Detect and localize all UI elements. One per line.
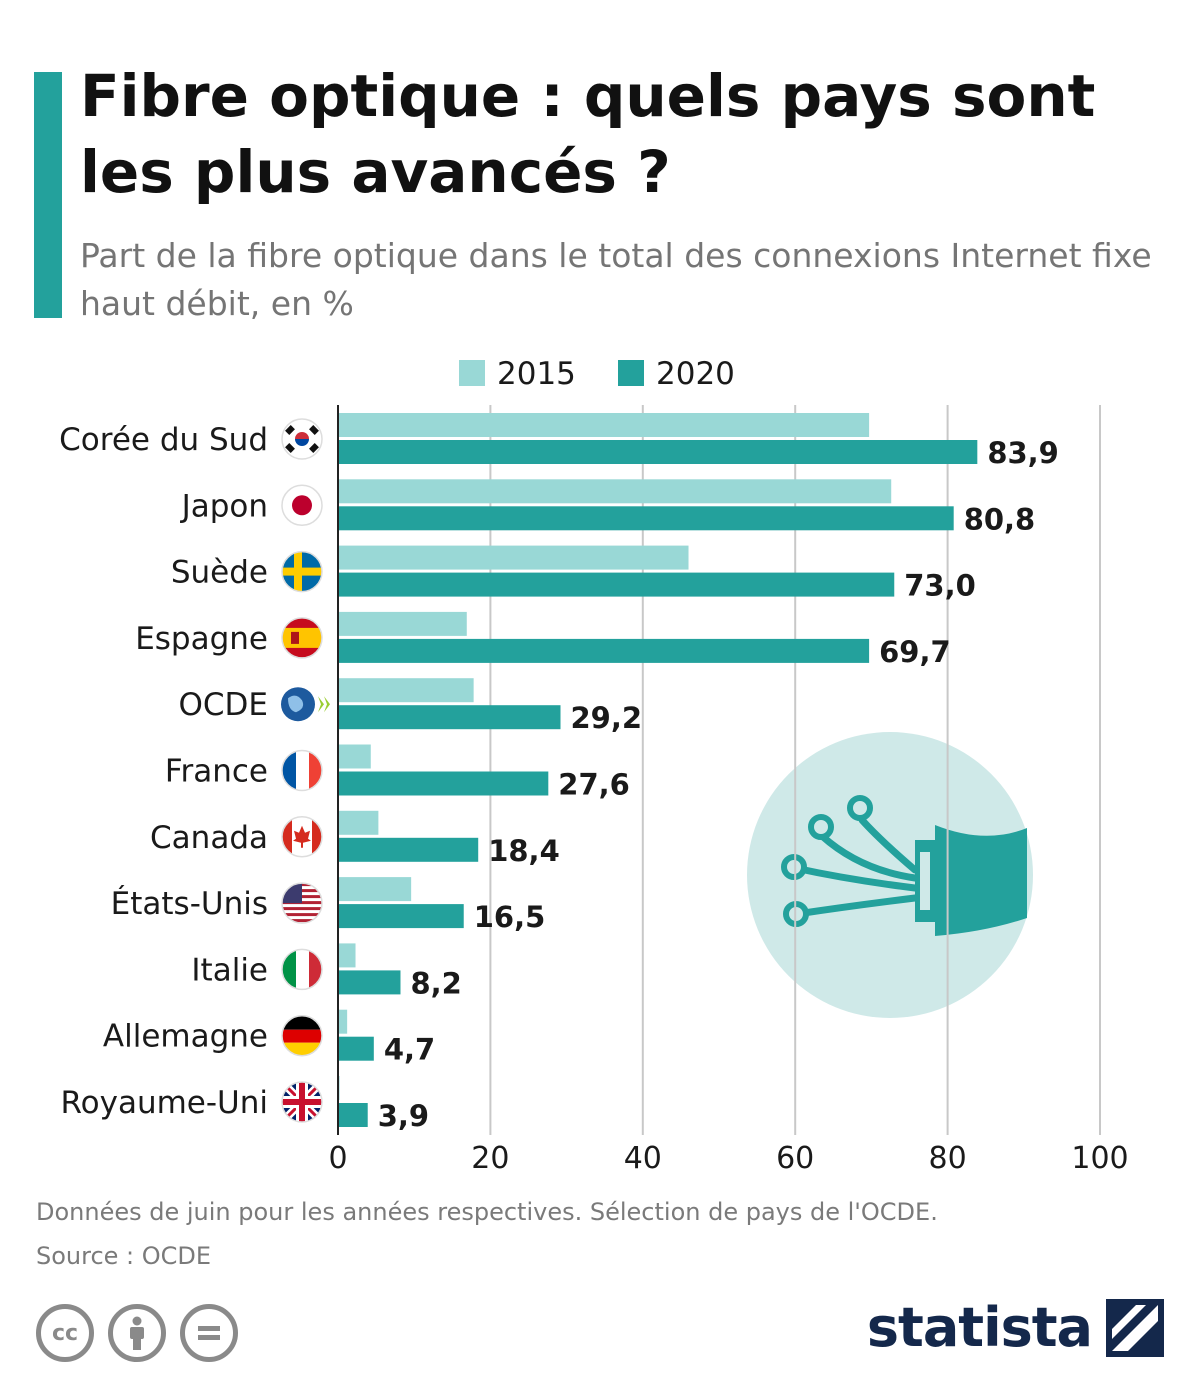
bar-2015: [338, 943, 356, 968]
x-tick-label: 20: [471, 1141, 509, 1176]
bar-2020: [338, 440, 978, 464]
page-title: Fibre optique : quels pays sont les plus…: [80, 62, 1096, 206]
value-label: 29,2: [571, 701, 643, 735]
legend-swatch-2015: [459, 360, 485, 386]
chart-x-axis: 0 20 40 60 80 100: [328, 405, 1129, 1176]
category-label: Italie: [191, 952, 268, 988]
x-tick-label: 0: [328, 1141, 347, 1176]
bar-2015: [338, 479, 892, 504]
value-label: 27,6: [558, 768, 630, 802]
flag-jp-icon: [281, 484, 323, 527]
chart-category-labels: Corée du Sud Japon Suède Espagne OCDE France C…: [59, 418, 330, 1123]
flag-us-icon: [281, 882, 323, 924]
legend-label-2020: 2020: [656, 356, 735, 392]
bar-2020: [338, 771, 549, 796]
value-label: 16,5: [474, 900, 546, 934]
value-label: 83,9: [987, 436, 1059, 470]
x-tick-label: 80: [929, 1141, 967, 1176]
chart-notes: Données de juin pour les années respecti…: [36, 1190, 1176, 1278]
value-label: 69,7: [879, 635, 951, 669]
page-subtitle: Part de la fibre optique dans le total d…: [80, 236, 1152, 323]
source-text: Source : OCDE: [36, 1242, 212, 1270]
bar-2015: [338, 413, 870, 437]
flag-se-icon: [281, 550, 323, 593]
value-label: 73,0: [904, 569, 976, 603]
category-label: Japon: [180, 488, 268, 524]
value-label: 3,9: [378, 1099, 429, 1133]
flag-es-icon: [281, 617, 323, 659]
chart-bars: 83,9 80,8 73,0 69,7 29,2 27,6 18,4 16,5 8,2 4,7 3,…: [338, 413, 1059, 1133]
flag-oecd-icon: [281, 687, 330, 722]
bar-2020: [338, 638, 870, 663]
value-label: 80,8: [964, 502, 1036, 536]
title-accent-bar: [34, 72, 62, 318]
flag-ca-icon: [281, 816, 323, 858]
footnote: Données de juin pour les années respecti…: [36, 1198, 938, 1226]
category-label: Canada: [150, 820, 268, 856]
legend-swatch-2020: [618, 360, 644, 386]
bar-2015: [338, 545, 689, 570]
bar-2020: [338, 705, 561, 730]
value-label: 18,4: [488, 834, 560, 868]
value-label: 8,2: [410, 966, 461, 1000]
category-label: OCDE: [178, 687, 268, 723]
legend-label-2015: 2015: [497, 356, 576, 392]
x-tick-label: 60: [776, 1141, 814, 1176]
bar-2020: [338, 970, 401, 995]
brand-name: statista: [866, 1296, 1093, 1359]
bar-2015: [338, 810, 379, 835]
brand-logo[interactable]: statista: [867, 1296, 1164, 1359]
nd-icon[interactable]: [180, 1304, 238, 1362]
value-label: 4,7: [384, 1033, 435, 1067]
chart-legend: 2015 2020: [459, 356, 735, 392]
category-label: Allemagne: [103, 1019, 268, 1055]
x-tick-label: 100: [1071, 1141, 1128, 1176]
bar-2015: [338, 611, 467, 636]
bar-2020: [338, 572, 895, 597]
flag-gb-icon: [281, 1081, 323, 1123]
category-label: Espagne: [135, 621, 268, 657]
bar-2020: [338, 837, 479, 862]
statista-logo-icon: [1106, 1298, 1164, 1357]
bar-chart: 2015 2020 83,9 80,8 73,0 69,7 29,2 27,6 18,4 16,…: [59, 356, 1129, 1176]
category-label: Royaume-Uni: [60, 1085, 268, 1121]
bar-2020: [338, 1036, 374, 1061]
bar-2015: [338, 678, 474, 703]
fiber-optic-illustration-icon: [747, 732, 1033, 1018]
cc-icon[interactable]: cc: [36, 1304, 94, 1362]
category-label: Corée du Sud: [59, 422, 268, 458]
category-label: Suède: [171, 555, 268, 591]
flag-de-icon: [281, 1014, 323, 1057]
license-icons: cc: [36, 1304, 238, 1362]
by-icon[interactable]: [108, 1304, 166, 1362]
bar-2015: [338, 744, 371, 769]
flag-fr-icon: [281, 749, 323, 792]
bar-2020: [338, 904, 464, 929]
flag-it-icon: [281, 948, 323, 991]
category-label: États-Unis: [111, 886, 268, 922]
x-tick-label: 40: [624, 1141, 662, 1176]
bar-2015: [338, 877, 412, 902]
bar-2020: [338, 1103, 368, 1127]
bar-2015: [338, 1009, 348, 1034]
flag-kr-icon: [281, 418, 323, 460]
bar-2020: [338, 506, 954, 531]
category-label: France: [165, 754, 268, 790]
